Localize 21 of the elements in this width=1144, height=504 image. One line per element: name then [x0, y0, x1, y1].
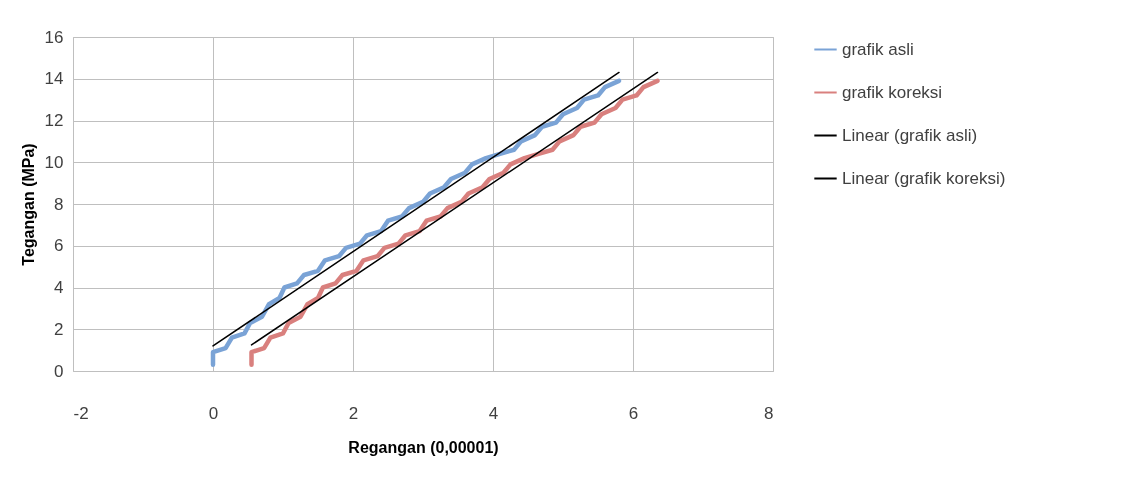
y-axis-title: Tegangan (MPa) [19, 143, 37, 266]
y-tick-label: 12 [44, 111, 64, 130]
x-axis-title: Regangan (0,00001) [348, 438, 499, 456]
y-tick-label: 4 [54, 278, 64, 297]
y-tick-label: 8 [54, 194, 64, 214]
x-tick-label: 6 [628, 403, 639, 423]
y-tick-label: 16 [44, 27, 64, 47]
x-tick-label: 8 [764, 403, 774, 423]
y-tick-label: 0 [54, 361, 64, 381]
legend-label: Linear (grafik koreksi) [842, 168, 1006, 188]
legend-label: grafik asli [842, 39, 914, 59]
y-tick-label: 10 [44, 152, 64, 172]
y-tick-label: 2 [54, 319, 64, 339]
x-tick-label: 0 [208, 403, 219, 423]
y-tick-label: 6 [54, 236, 64, 256]
y-tick-label: 14 [44, 69, 64, 89]
x-tick-label: 2 [348, 403, 359, 423]
x-tick-label: 4 [488, 403, 499, 423]
x-tick-label: -2 [73, 403, 89, 423]
legend-label: grafik koreksi [842, 82, 943, 102]
legend-label: Linear (grafik asli) [842, 125, 978, 145]
